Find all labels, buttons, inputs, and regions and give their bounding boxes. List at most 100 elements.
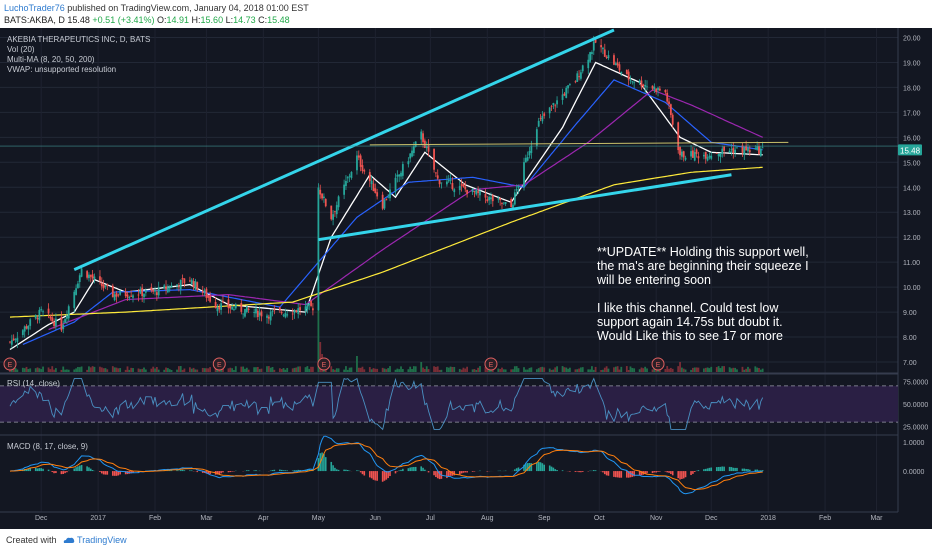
macd-histogram-bar [728,466,731,472]
volume-bar [244,368,246,372]
volume-bar [176,369,178,372]
candle [317,187,320,311]
volume-bar [618,369,621,372]
volume-bar [359,367,362,372]
macd-histogram-bar [537,461,540,472]
candle [587,59,590,69]
macd-histogram-bar [548,465,551,472]
macd-histogram-bar [644,471,646,474]
macd-histogram-bar [433,471,435,476]
candle [412,146,415,154]
candle [523,162,525,187]
trendline-upper [73,28,615,272]
candle [761,147,764,149]
volume-bar [446,367,448,372]
price-tick-label: 12.00 [903,235,921,242]
candle [642,84,645,87]
macd-histogram-bar [620,471,623,478]
macd-histogram-bar [34,467,37,472]
candle [497,198,500,200]
macd-histogram-bar [721,466,724,472]
macd-histogram-bar [295,470,298,472]
volume-bar [433,366,435,372]
macd-histogram-bar [734,467,736,472]
candle [411,150,413,157]
volume-bar [166,368,169,372]
volume-bar [143,367,145,372]
candle [128,297,131,299]
volume-bar [234,366,237,372]
volume-bar [233,369,235,372]
chart-area[interactable]: E E E E E 7.00 8.00 9.00 10.00 11.00 12.00 13.00 14… [0,28,932,529]
macd-histogram-bar [115,471,118,476]
candle [21,330,24,335]
candle [436,175,439,179]
candle [383,199,386,209]
candle [401,164,404,176]
volume-bar [631,367,634,372]
volume-bar [728,367,731,372]
candle [708,155,711,158]
volume-bar [526,369,529,372]
macd-histogram-bar [754,469,757,472]
candle [242,313,245,315]
volume-bar [357,367,360,372]
volume-bar [473,369,476,372]
macd-histogram-bar [400,469,402,472]
author-link[interactable]: LuchoTrader76 [4,3,65,13]
volume-bar [299,366,301,372]
candle [23,326,26,332]
panel-borders [0,28,899,513]
macd-histogram-bar [181,469,184,472]
macd-histogram-bar [389,471,391,477]
macd-histogram-bar [543,464,546,472]
volume-bar [602,369,604,372]
volume-bar [218,369,221,372]
candle [356,155,358,171]
macd-histogram-bar [539,462,542,472]
volume-bar [144,369,147,372]
candle [614,63,617,66]
macd-histogram-bar [222,471,224,473]
volume-bar [179,366,182,372]
rsi-band [0,385,898,423]
candle [335,205,338,215]
candle [668,101,670,105]
candle [504,202,507,204]
candle [736,147,738,149]
candle [515,188,518,191]
volume-bar [567,368,569,372]
macd-histogram-bar [704,468,707,472]
macd-histogram-bar [402,468,404,472]
volume-bar [471,369,474,372]
macd-histogram-bar [554,469,557,472]
candle [563,93,566,96]
volume-bar [412,366,415,372]
macd-histogram-bar [246,470,248,472]
candle [271,310,274,312]
annotation-line-6: support again 14.75s but doubt it. [597,315,783,329]
candle [266,315,268,318]
volume-bar [27,369,30,372]
volume-bar [119,368,122,372]
macd-histogram-bar [64,471,66,474]
volume-bar [273,369,276,372]
macd-histogram-bar [190,470,193,472]
volume-bar [67,369,70,372]
volume-bar [150,368,153,372]
macd-histogram-bar [556,469,558,472]
chart-svg[interactable]: E E E E E 7.00 8.00 9.00 10.00 11.00 12.00 13.00 14… [0,28,932,529]
candle [550,105,553,107]
candle [343,184,346,195]
macd-histogram-bar [308,469,311,472]
volume-bar [543,367,546,372]
macd-histogram-bar [291,470,294,472]
macd-histogram-bar [515,468,518,472]
candle [556,100,558,105]
volume-bar [591,366,593,372]
candle [141,287,144,297]
tradingview-brand[interactable]: TradingView [77,535,127,545]
symbol-label: BATS:AKBA, D [4,15,65,25]
created-with-label: Created with [6,535,57,545]
legend-title: AKEBIA THERAPEUTICS INC, D, BATS [7,35,150,44]
